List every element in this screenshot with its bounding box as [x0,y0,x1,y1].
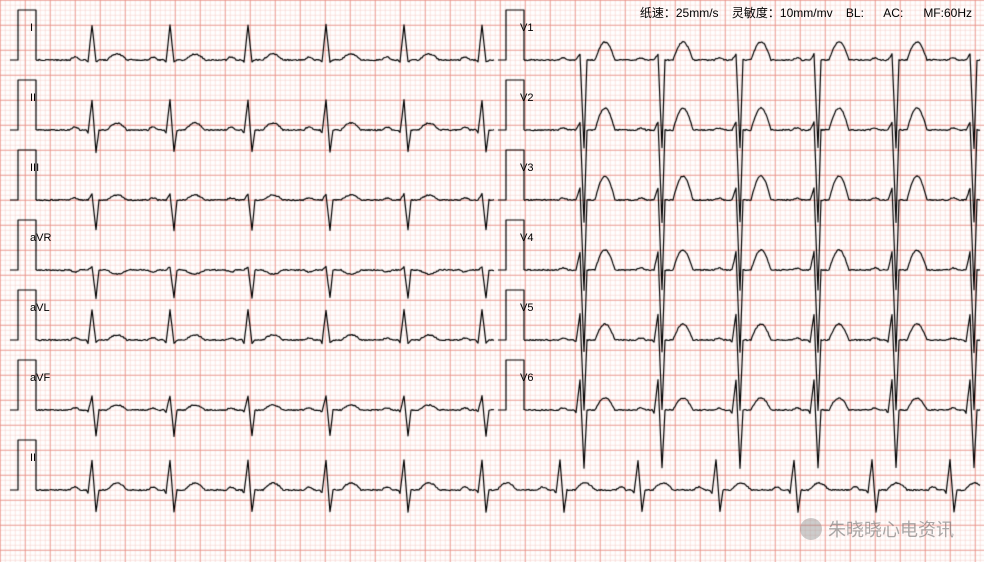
lead-label-V2: V2 [520,92,533,104]
lead-label-aVL: aVL [30,302,50,314]
sensitivity-value: 10mm/mv [780,6,833,20]
lead-label-V6: V6 [520,372,533,384]
ecg-header: 纸速：25mm/s 灵敏度：10mm/mv BL: AC: MF:60Hz [640,4,972,21]
lead-label-V1: V1 [520,22,533,34]
lead-label-V3: V3 [520,162,533,174]
ecg-canvas [0,0,984,562]
lead-label-III: III [30,162,39,174]
sensitivity-label: 灵敏度： [732,6,780,20]
ecg-container: 纸速：25mm/s 灵敏度：10mm/mv BL: AC: MF:60Hz II… [0,0,984,562]
watermark-icon [800,518,822,540]
lead-label-II: II [30,92,36,104]
watermark: 朱晓晓心电资讯 [800,516,954,542]
lead-label-aVF: aVF [30,372,50,384]
lead-label-II: II [30,452,36,464]
paper-speed-value: 25mm/s [676,6,719,20]
mf-value: 60Hz [944,6,972,20]
paper-speed-label: 纸速： [640,6,676,20]
bl-label: BL: [846,6,864,20]
watermark-text: 朱晓晓心电资讯 [828,516,954,542]
lead-label-V4: V4 [520,232,533,244]
lead-label-V5: V5 [520,302,533,314]
mf-label: MF: [923,6,944,20]
ac-label: AC: [883,6,903,20]
lead-label-aVR: aVR [30,232,51,244]
lead-label-I: I [30,22,33,34]
